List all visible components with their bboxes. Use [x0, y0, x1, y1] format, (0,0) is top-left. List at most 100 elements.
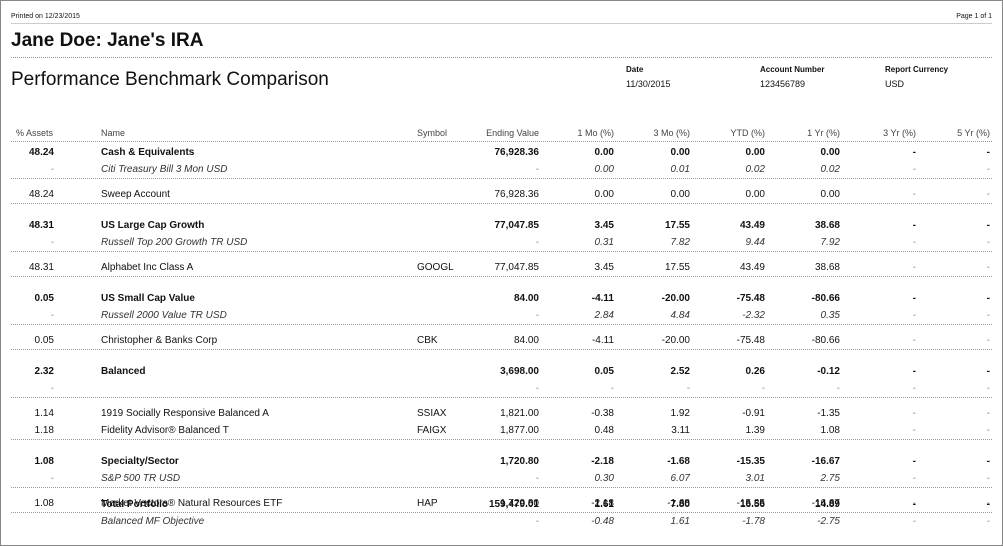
holding-cell: 3.45 — [594, 262, 614, 273]
report-title: Jane Doe: Jane's IRA — [11, 30, 204, 51]
summary-cell: -15.35 — [736, 456, 765, 467]
summary-cell: -75.48 — [736, 293, 765, 304]
summary-cell: 1.08 — [34, 456, 54, 467]
benchmark-cell: - — [535, 164, 539, 175]
benchmark-cell: - — [535, 473, 539, 484]
holding-cell: 1.92 — [670, 408, 690, 419]
column-header: Name — [101, 128, 126, 138]
holding-cell: 76,928.36 — [494, 189, 540, 200]
holding-cell: CBK — [417, 335, 438, 346]
row-divider — [11, 512, 992, 513]
benchmark-cell: 0.02 — [745, 164, 765, 175]
column-header: % Assets — [16, 128, 54, 138]
benchmark-cell: - — [535, 516, 539, 527]
row-divider — [11, 203, 992, 204]
holding-cell: -15.35 — [736, 498, 765, 509]
summary-cell: - — [986, 220, 990, 231]
summary-cell: 84.00 — [513, 293, 539, 304]
benchmark-cell: - — [686, 383, 690, 394]
benchmark-cell: 2.84 — [594, 310, 614, 321]
holding-cell: Christopher & Banks Corp — [101, 335, 218, 346]
printed-date: Printed on 12/23/2015 — [11, 13, 80, 20]
summary-cell: US Large Cap Growth — [101, 220, 205, 231]
holding-cell: 17.55 — [664, 262, 690, 273]
summary-cell: 76,928.36 — [494, 147, 540, 158]
summary-cell: - — [986, 147, 990, 158]
summary-cell: 0.26 — [745, 366, 765, 377]
benchmark-cell: - — [986, 473, 990, 484]
holding-cell: 0.00 — [820, 189, 840, 200]
benchmark-cell: Balanced MF Objective — [101, 516, 205, 527]
benchmark-cell: -2.75 — [817, 516, 840, 527]
column-header: 3 Yr (%) — [883, 128, 916, 138]
summary-cell: 1,720.80 — [500, 456, 539, 467]
summary-cell: 43.49 — [739, 220, 765, 231]
holding-cell: -1.35 — [817, 408, 840, 419]
holding-cell: - — [986, 408, 990, 419]
summary-cell: 3.45 — [594, 220, 614, 231]
benchmark-cell: - — [986, 516, 990, 527]
field-label: Account Number — [760, 65, 825, 74]
summary-cell: US Small Cap Value — [101, 293, 195, 304]
column-header: Ending Value — [486, 128, 539, 138]
summary-cell: - — [912, 220, 916, 231]
summary-cell: -1.68 — [667, 456, 690, 467]
page-number: Page 1 of 1 — [956, 13, 992, 20]
holding-cell: 1.14 — [34, 408, 54, 419]
summary-cell: - — [986, 366, 990, 377]
summary-cell: 3,698.00 — [500, 366, 539, 377]
column-header: 3 Mo (%) — [653, 128, 690, 138]
benchmark-cell: -1.78 — [742, 516, 765, 527]
benchmark-cell: 1.61 — [670, 516, 690, 527]
holding-cell: Sweep Account — [101, 189, 170, 200]
benchmark-cell: - — [50, 310, 54, 321]
benchmark-cell: - — [535, 383, 539, 394]
summary-cell: Specialty/Sector — [101, 456, 179, 467]
benchmark-cell: - — [912, 164, 916, 175]
holding-cell: HAP — [417, 498, 438, 509]
divider — [11, 57, 992, 58]
summary-cell: Total Portfolio — [101, 499, 169, 510]
summary-cell: 48.31 — [28, 220, 54, 231]
benchmark-cell: 2.75 — [820, 473, 840, 484]
benchmark-cell: 0.35 — [820, 310, 840, 321]
benchmark-cell: Citi Treasury Bill 3 Mon USD — [101, 164, 228, 175]
benchmark-cell: S&P 500 TR USD — [101, 473, 181, 484]
column-header: 1 Mo (%) — [577, 128, 614, 138]
summary-cell: - — [912, 456, 916, 467]
benchmark-cell: - — [912, 383, 916, 394]
divider — [11, 23, 992, 24]
benchmark-cell: Russell Top 200 Growth TR USD — [101, 237, 248, 248]
summary-cell: - — [912, 499, 916, 510]
holding-cell: 1919 Socially Responsive Balanced A — [101, 408, 269, 419]
benchmark-cell: - — [836, 383, 840, 394]
summary-cell: 1.61 — [594, 499, 614, 510]
summary-cell: 14.89 — [814, 499, 840, 510]
summary-cell: - — [986, 456, 990, 467]
benchmark-cell: 0.02 — [820, 164, 840, 175]
row-divider — [11, 487, 992, 488]
holding-cell: GOOGL — [417, 262, 454, 273]
row-divider — [11, 397, 992, 398]
summary-cell: 0.00 — [594, 147, 614, 158]
field-value: 123456789 — [760, 79, 806, 89]
holding-cell: 1.08 — [34, 498, 54, 509]
holding-cell: 3.11 — [671, 425, 690, 436]
benchmark-cell: - — [912, 516, 916, 527]
summary-cell: 2.32 — [34, 366, 54, 377]
field-label: Date — [626, 65, 644, 74]
holding-cell: - — [912, 498, 916, 509]
row-divider — [11, 251, 992, 252]
holding-cell: 1.08 — [820, 425, 840, 436]
holding-cell: 0.00 — [670, 189, 690, 200]
holding-cell: - — [986, 335, 990, 346]
summary-cell: 48.24 — [28, 147, 54, 158]
summary-cell: -2.18 — [591, 456, 614, 467]
holding-cell: -16.67 — [811, 498, 840, 509]
benchmark-cell: - — [986, 164, 990, 175]
summary-cell: - — [912, 147, 916, 158]
summary-cell: 16.56 — [739, 499, 765, 510]
summary-cell: -0.12 — [817, 366, 840, 377]
holding-cell: FAIGX — [417, 425, 447, 436]
